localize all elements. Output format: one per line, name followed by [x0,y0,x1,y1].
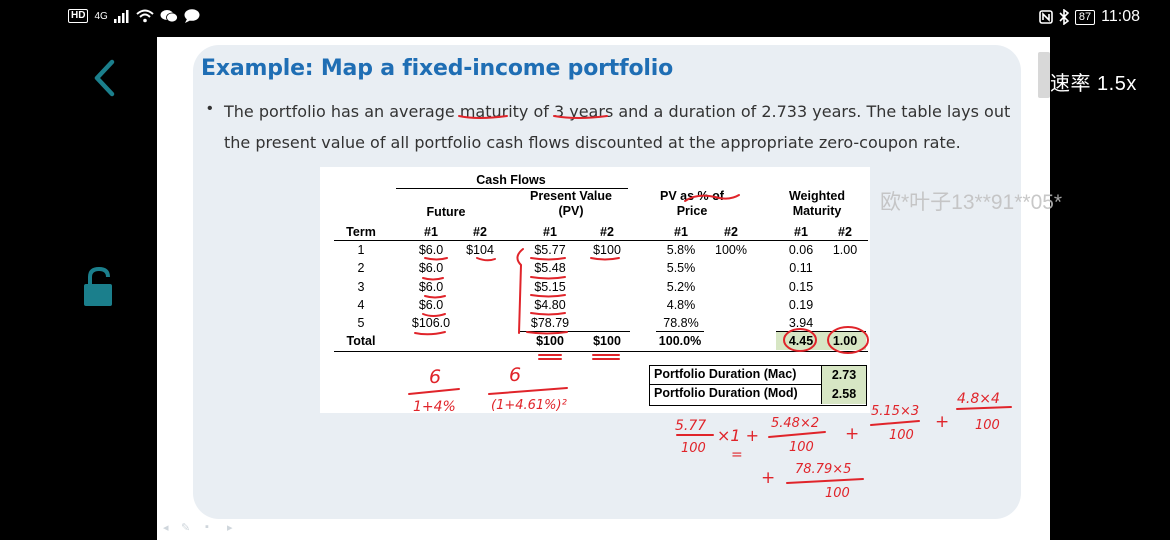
table-cell-term: 5 [357,316,365,331]
table-cell-w1: 3.94 [788,316,814,331]
table-cell-w1: 0.19 [788,297,814,312]
table-cell-w1: 0.06 [788,243,814,257]
total-line [334,351,868,352]
table-cell-f1: $6.0 [418,261,444,276]
nfc-icon [1039,10,1053,24]
header-weighted: Weighted Maturity [788,189,846,218]
table-cell-pct1: 5.8% [666,243,696,257]
network-label: 4G [94,10,108,22]
back-arrow-icon[interactable] [88,58,122,98]
table-cell-pct1: 78.8% [663,316,699,331]
group-line [396,188,628,189]
table-cell-w1: 0.15 [788,279,814,294]
slide-next-icon[interactable]: ▸ [227,522,233,534]
cash-flow-table: Cash Flows Future Present Value (PV) PV … [320,167,870,413]
table-cell-pct2: 100% [715,243,747,257]
table-cell-f1: $6.0 [418,243,444,257]
status-right: 87 11:08 [1039,8,1140,26]
total-w2: 1.00 [832,334,858,348]
status-bar: HD 4G [0,0,1170,36]
slide-bullet: The portfolio has an average maturity of… [224,102,1011,152]
subtotal-line-pct [656,331,704,332]
total-pv1: $100 [536,334,564,348]
table-cell-pv1: $78.79 [530,316,570,331]
header-w2: #2 [838,225,852,239]
header-future: Future [426,205,466,219]
user-watermark: 欧*叶子13**91**05* [880,191,1063,214]
table-cell-f1: $6.0 [418,279,444,294]
duration-mod-value: 2.58 [821,385,866,404]
header-pv2: #2 [600,225,614,239]
bluetooth-icon [1059,9,1069,25]
table-cell-pv2: $100 [593,243,621,257]
header-f1: #1 [424,225,438,239]
duration-mac-value: 2.73 [821,366,866,385]
duration-mac-row: Portfolio Duration (Mac) 2.73 [650,366,866,385]
lecture-slide: Example: Map a fixed-income portfolio • … [193,45,1021,519]
header-pv: Present Value (PV) [530,189,612,218]
header-term: Term [346,225,376,239]
group-header: Cash Flows [476,173,546,187]
duration-box: Portfolio Duration (Mac) 2.73 Portfolio … [649,365,867,406]
total-pv2: $100 [593,334,621,348]
header-f2: #2 [473,225,487,239]
scroll-handle[interactable] [1038,52,1050,98]
signal-icon [113,10,129,23]
subtotal-line-w [776,331,866,332]
table-cell-pv1: $4.80 [534,297,566,312]
table-cell-pct1: 5.2% [666,279,696,294]
duration-mac-label: Portfolio Duration (Mac) [654,367,797,381]
playback-speed[interactable]: 速率 1.5x [1050,73,1137,95]
slide-menu-icon[interactable]: ▪ [205,521,209,533]
wifi-icon [136,9,154,23]
table-cell-f1: $106.0 [411,316,451,331]
header-pv-pct: PV as % of Price [660,189,724,218]
status-left: HD 4G [68,9,200,23]
table-content: Cash Flows Future Present Value (PV) PV … [320,167,870,413]
table-cell-pct1: 5.5% [666,261,696,276]
total-label: Total [346,334,376,348]
header-pct2: #2 [724,225,738,239]
battery-level: 87 [1074,9,1096,25]
wechat-icon [160,10,178,23]
slide-pen-icon[interactable]: ✎ [181,522,191,534]
bullet-dot: • [207,100,213,117]
unlock-icon[interactable] [82,266,116,310]
table-cell-term: 2 [357,261,365,276]
video-frame[interactable]: Example: Map a fixed-income portfolio • … [157,37,1050,540]
total-w1: 4.45 [788,334,814,348]
header-line [334,240,868,241]
duration-mod-row: Portfolio Duration (Mod) 2.58 [650,385,866,404]
table-cell-pv1: $5.15 [534,279,566,294]
header-pv1: #1 [543,225,557,239]
table-cell-f2: $104 [466,243,494,257]
total-pct1: 100.0% [658,334,702,348]
header-w1: #1 [794,225,808,239]
table-cell-pv1: $5.48 [534,261,566,276]
slide-prev-icon[interactable]: ◂ [163,522,169,534]
clock: 11:08 [1101,8,1140,25]
slide-title: Example: Map a fixed-income portfolio [201,56,673,81]
table-cell-pv1: $5.77 [534,243,566,257]
duration-mod-label: Portfolio Duration (Mod) [654,386,798,400]
table-cell-term: 3 [357,279,365,294]
table-cell-w1: 0.11 [789,261,813,276]
subtotal-line-pv [520,331,630,332]
hd-badge: HD [68,9,89,23]
message-icon [184,9,200,23]
table-cell-w2: 1.00 [832,243,858,257]
table-cell-term: 1 [357,243,365,257]
table-cell-pct1: 4.8% [666,297,696,312]
table-cell-term: 4 [357,297,365,312]
table-cell-f1: $6.0 [418,297,444,312]
header-pct1: #1 [674,225,688,239]
